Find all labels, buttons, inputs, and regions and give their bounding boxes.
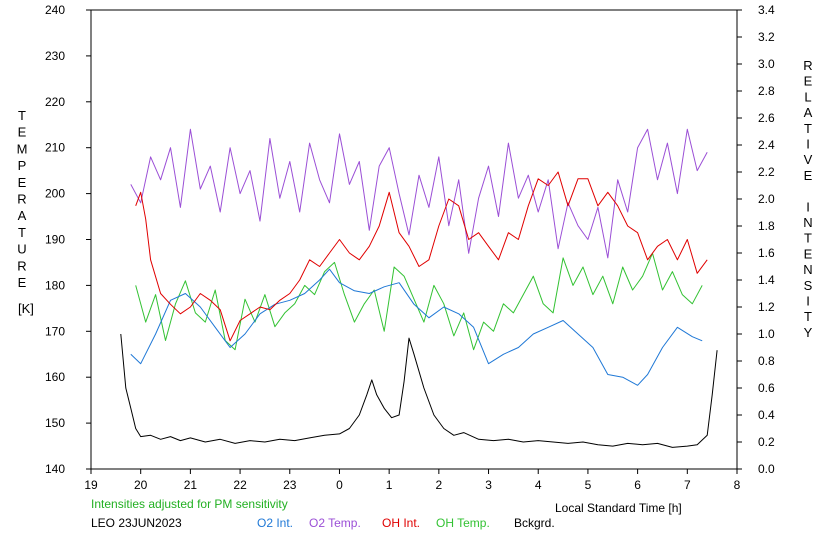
y-right-tick-label: 0.2: [758, 435, 775, 449]
y-left-tick-label: 210: [45, 141, 65, 155]
y-right-title-char: L: [804, 89, 811, 104]
y-left-title-char: A: [18, 208, 27, 223]
y-right-tick-label: 3.2: [758, 30, 775, 44]
y-right-tick-label: 0.8: [758, 354, 775, 368]
y-right-tick-label: 1.0: [758, 327, 775, 341]
series-line-oh-int: [135, 171, 708, 342]
y-right-tick-label: 1.2: [758, 300, 775, 314]
x-tick-label: 23: [283, 478, 297, 492]
y-right-title-char: E: [804, 246, 813, 261]
y-left-unit: [K]: [18, 301, 34, 316]
y-right-title-char: N: [803, 262, 812, 277]
y-right-title-char: N: [803, 215, 812, 230]
y-left-tick-label: 150: [45, 416, 65, 430]
y-right-title-char: T: [804, 231, 812, 246]
y-right-tick-label: 3.0: [758, 57, 775, 71]
y-left-tick-label: 230: [45, 49, 65, 63]
y-right-tick-label: 2.6: [758, 111, 775, 125]
y-right-tick-label: 0.4: [758, 408, 775, 422]
y-left-title-char: E: [18, 175, 27, 190]
y-left-tick-label: 160: [45, 370, 65, 384]
y-left-tick-label: 200: [45, 187, 65, 201]
x-tick-label: 20: [134, 478, 148, 492]
legend-oh-temp: OH Temp.: [436, 516, 490, 530]
x-tick-label: 6: [634, 478, 641, 492]
y-right-title-char: E: [804, 168, 813, 183]
y-right-tick-label: 3.4: [758, 3, 775, 17]
note-text: Intensities adjusted for PM sensitivity: [91, 497, 288, 511]
y-right-title-char: T: [804, 309, 812, 324]
y-left-title-char: T: [18, 108, 26, 123]
series-line-o2-temp: [130, 128, 708, 259]
y-right-tick-label: 0.0: [758, 462, 775, 476]
legend-bckgrd: Bckgrd.: [514, 516, 555, 530]
x-tick-label: 2: [436, 478, 443, 492]
y-left-title-char: E: [18, 125, 27, 140]
y-left-title-char: M: [17, 141, 28, 156]
series-layer: [120, 128, 718, 448]
axis-ticks: [86, 9, 742, 474]
y-right-title-char: R: [803, 58, 812, 73]
y-right-tick-label: 0.6: [758, 381, 775, 395]
series-line-oh-temp: [135, 252, 703, 351]
y-right-title-char: S: [804, 278, 813, 293]
y-right-tick-label: 1.8: [758, 219, 775, 233]
x-tick-label: 4: [535, 478, 542, 492]
legend-o2-int: O2 Int.: [257, 516, 293, 530]
site-date: LEO 23JUN2023: [91, 516, 182, 530]
y-left-tick-label: 240: [45, 3, 65, 17]
y-left-tick-label: 220: [45, 95, 65, 109]
x-tick-label: 0: [336, 478, 343, 492]
y-right-tick-label: 2.8: [758, 84, 775, 98]
x-axis-title: Local Standard Time [h]: [555, 501, 682, 515]
y-right-tick-label: 1.6: [758, 246, 775, 260]
x-tick-label: 1: [386, 478, 393, 492]
y-left-title-char: P: [18, 158, 27, 173]
y-right-title-char: I: [806, 199, 810, 214]
y-left-title-char: E: [18, 275, 27, 290]
y-right-tick-label: 1.4: [758, 273, 775, 287]
y-right-title-char: I: [806, 294, 810, 309]
y-left-title-char: R: [17, 258, 26, 273]
y-right-tick-label: 2.2: [758, 165, 775, 179]
legend-oh-int: OH Int.: [382, 516, 420, 530]
y-right-tick-label: 2.4: [758, 138, 775, 152]
y-right-title-char: E: [804, 74, 813, 89]
x-tick-label: 8: [734, 478, 741, 492]
x-tick-label: 22: [233, 478, 247, 492]
axis-labels: 19 20 21 22 23 0 1 2 3 4 5 6 7 8140150160170180190200…: [45, 3, 775, 492]
y-right-title-char: V: [804, 152, 813, 167]
y-left-tick-label: 180: [45, 278, 65, 292]
y-left-title-char: R: [17, 192, 26, 207]
x-tick-label: 21: [184, 478, 198, 492]
y-left-title-char: T: [18, 225, 26, 240]
y-right-tick-label: 2.0: [758, 192, 775, 206]
x-tick-label: 3: [485, 478, 492, 492]
y-left-title-char: U: [17, 242, 26, 257]
series-line-bckgrd: [120, 333, 718, 448]
y-right-title-char: Y: [804, 325, 813, 340]
x-tick-label: 7: [684, 478, 691, 492]
y-left-tick-label: 190: [45, 233, 65, 247]
y-right-title-char: A: [804, 105, 813, 120]
legend-o2-temp: O2 Temp.: [309, 516, 361, 530]
x-tick-label: 5: [585, 478, 592, 492]
x-tick-label: 19: [84, 478, 98, 492]
y-left-tick-label: 140: [45, 462, 65, 476]
y-left-tick-label: 170: [45, 324, 65, 338]
series-line-o2-int: [130, 268, 703, 386]
y-right-title-char: T: [804, 121, 812, 136]
y-right-title-char: I: [806, 137, 810, 152]
